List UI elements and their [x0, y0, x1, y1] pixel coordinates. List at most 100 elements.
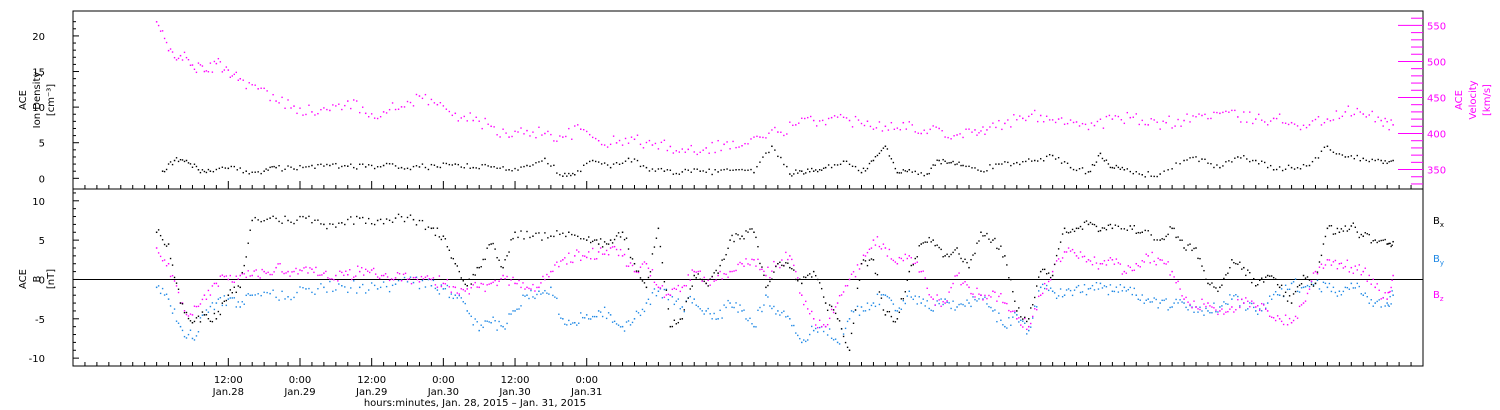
density-point [1281, 169, 1284, 172]
density-point [1119, 168, 1122, 170]
bx-point [571, 233, 573, 236]
velocity-point [173, 56, 176, 59]
density-point [1121, 166, 1124, 169]
bz-point [735, 269, 737, 272]
velocity-point [962, 136, 964, 139]
by-point [882, 294, 885, 296]
bz-point [617, 254, 620, 257]
bz-point [1018, 317, 1020, 319]
bz-point [402, 273, 405, 276]
bz-point [1387, 291, 1389, 294]
bx-point [1245, 274, 1247, 277]
velocity-point [654, 142, 657, 145]
by-point [1041, 283, 1044, 286]
bx-point [970, 258, 972, 261]
velocity-point [1144, 123, 1146, 126]
density-point [639, 165, 642, 168]
by-point [1125, 290, 1128, 292]
velocity-point [1278, 113, 1281, 115]
velocity-point [890, 121, 893, 124]
velocity-point [508, 136, 510, 138]
density-point [199, 171, 202, 174]
bx-point [1308, 279, 1311, 281]
density-point [499, 167, 501, 169]
bx-point [1103, 227, 1106, 229]
velocity-point [1377, 116, 1379, 118]
by-point [269, 292, 271, 295]
velocity-point [229, 76, 232, 78]
bx-point [637, 270, 640, 272]
bz-point [743, 265, 745, 267]
velocity-point [600, 143, 603, 146]
bx-point [1101, 227, 1104, 229]
bx-point [1209, 283, 1211, 286]
bz-point [994, 291, 996, 293]
by-point [992, 310, 994, 312]
velocity-point [1344, 111, 1347, 113]
bz-point [1117, 262, 1120, 264]
by-point [1012, 316, 1014, 318]
velocity-point [1019, 115, 1021, 117]
by-point [266, 291, 268, 294]
by-point [844, 327, 847, 330]
velocity-point [1084, 123, 1087, 126]
bz-point [508, 284, 510, 286]
density-point [1347, 156, 1350, 158]
bz-point [667, 293, 670, 296]
density-point [1213, 166, 1215, 169]
bx-point [1020, 316, 1022, 318]
by-point [1010, 324, 1012, 326]
bx-point [364, 222, 367, 224]
velocity-point [177, 57, 180, 60]
velocity-point [732, 140, 734, 143]
density-point [753, 171, 755, 174]
velocity-point [1213, 111, 1215, 114]
velocity-point [989, 126, 991, 128]
by-point [484, 320, 486, 322]
bx-point [241, 271, 243, 274]
velocity-point [978, 132, 980, 134]
velocity-point [209, 62, 212, 64]
velocity-point [217, 57, 220, 60]
bz-point [944, 302, 946, 304]
bx-point [852, 322, 855, 324]
velocity-point [320, 108, 322, 111]
bz-point [524, 288, 526, 290]
bx-point [1362, 235, 1365, 237]
by-point [1083, 284, 1086, 286]
density-point [678, 173, 681, 175]
bx-point [848, 349, 851, 352]
bz-point [627, 265, 630, 267]
velocity-point [219, 61, 222, 63]
bz-point [938, 299, 940, 301]
bz-point [998, 295, 1000, 298]
density-point [1254, 159, 1257, 162]
bz-point [1193, 300, 1195, 302]
bz-point [1103, 260, 1106, 262]
bx-point [811, 276, 813, 278]
bx-point [358, 217, 361, 219]
density-point [989, 164, 991, 166]
by-point [446, 284, 449, 287]
by-point [1213, 302, 1215, 304]
bx-point [1388, 242, 1390, 245]
time-tick-label: 0:00 [432, 375, 454, 386]
bx-point [547, 237, 549, 239]
density-point [187, 162, 190, 164]
bx-point [434, 234, 437, 237]
bz-point [1268, 315, 1271, 317]
by-point [713, 312, 715, 315]
bz-point [358, 270, 361, 273]
by-point [1354, 287, 1357, 289]
by-point [540, 293, 542, 295]
density-point [332, 163, 334, 165]
density-point [1153, 175, 1155, 178]
density-point [1350, 155, 1353, 157]
density-point [908, 169, 911, 171]
bz-point [693, 270, 695, 273]
velocity-point [902, 121, 905, 124]
bx-point [1233, 261, 1235, 264]
bz-point [1177, 280, 1179, 283]
bx-point [767, 284, 769, 287]
bz-point [1346, 259, 1349, 261]
